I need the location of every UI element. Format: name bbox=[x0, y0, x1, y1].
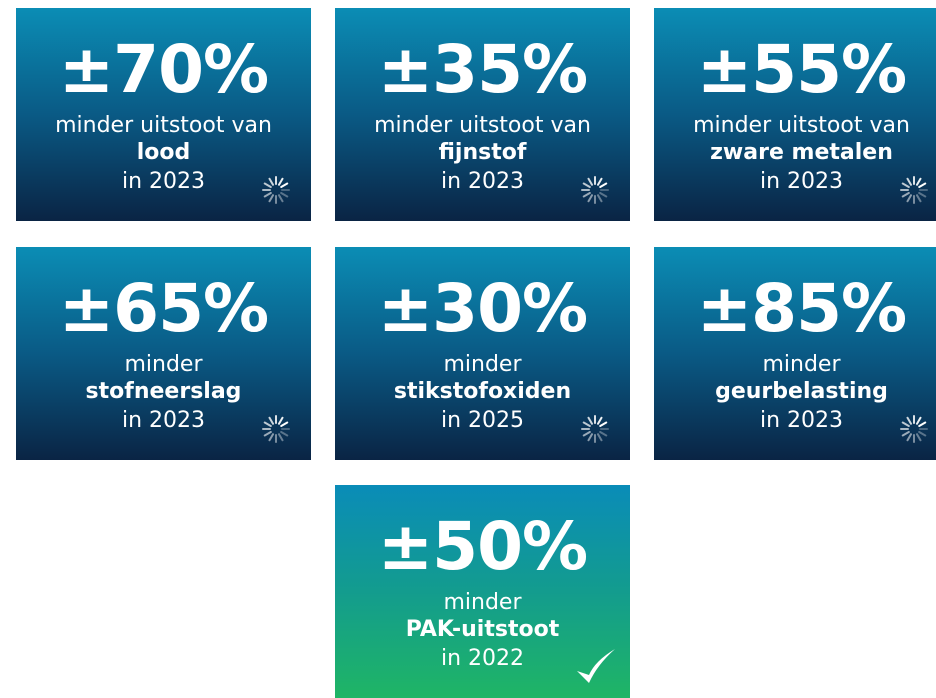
spinner-spoke bbox=[263, 182, 272, 188]
line: minder uitstoot van bbox=[693, 113, 910, 138]
spinner-spoke bbox=[268, 177, 274, 186]
spinner-spoke bbox=[263, 192, 272, 198]
check-icon bbox=[577, 649, 615, 683]
tile: ±50% minder PAK-uitstoot in 2022 bbox=[335, 485, 630, 698]
big-figure: ±35% bbox=[377, 31, 588, 108]
spinner-spoke bbox=[906, 177, 912, 186]
line: minder bbox=[443, 352, 522, 377]
subject: lood bbox=[136, 140, 191, 165]
spinner-icon bbox=[900, 176, 928, 204]
spinner-spoke bbox=[901, 431, 910, 437]
spinner-spoke bbox=[268, 433, 274, 442]
spinner-spoke bbox=[280, 421, 289, 427]
spinner-spoke bbox=[587, 194, 593, 203]
line: minder uitstoot van bbox=[55, 113, 272, 138]
subject: stofneerslag bbox=[85, 379, 242, 404]
spinner-spoke bbox=[918, 431, 927, 437]
spinner-spoke bbox=[587, 433, 593, 442]
spinner-spoke bbox=[268, 194, 274, 203]
spinner-spoke bbox=[901, 192, 910, 198]
spinner-spoke bbox=[263, 431, 272, 437]
line: minder bbox=[443, 590, 522, 615]
spinner-icon bbox=[581, 415, 609, 443]
spinner-spoke bbox=[263, 421, 272, 427]
big-figure: ±65% bbox=[58, 270, 269, 347]
spinner-spoke bbox=[587, 416, 593, 425]
spinner-spoke bbox=[599, 431, 608, 437]
spinner-spoke bbox=[582, 421, 591, 427]
big-figure: ±55% bbox=[696, 31, 907, 108]
spinner-spoke bbox=[916, 433, 922, 442]
spinner-spoke bbox=[906, 416, 912, 425]
spinner-spoke bbox=[906, 194, 912, 203]
spinner-spoke bbox=[906, 433, 912, 442]
spinner-spoke bbox=[280, 182, 289, 188]
subject: zware metalen bbox=[710, 140, 893, 165]
line: minder bbox=[124, 352, 203, 377]
spinner-spoke bbox=[597, 433, 603, 442]
spinner-spoke bbox=[916, 177, 922, 186]
spinner-spoke bbox=[599, 182, 608, 188]
subject: stikstofoxiden bbox=[393, 379, 572, 404]
spinner-spoke bbox=[268, 416, 274, 425]
spinner-spoke bbox=[278, 177, 284, 186]
tile: ±70% minder uitstoot van lood in 2023 bbox=[16, 8, 311, 221]
year: in 2022 bbox=[440, 646, 525, 671]
spinner-spoke bbox=[918, 182, 927, 188]
spinner-spoke bbox=[278, 433, 284, 442]
tile: ±55% minder uitstoot van zware metalen in 2… bbox=[654, 8, 936, 221]
tile: ±30% minder stikstofoxiden in 2025 bbox=[335, 247, 630, 460]
big-figure: ±70% bbox=[58, 31, 269, 108]
spinner-spoke bbox=[582, 431, 591, 437]
spinner-spoke bbox=[582, 192, 591, 198]
spinner-icon bbox=[581, 176, 609, 204]
subject: geurbelasting bbox=[715, 379, 888, 404]
tile: ±65% minder stofneerslag in 2023 bbox=[16, 247, 311, 460]
big-figure: ±50% bbox=[377, 508, 588, 585]
spinner-spoke bbox=[280, 431, 289, 437]
spinner-spoke bbox=[278, 416, 284, 425]
year: in 2023 bbox=[440, 169, 525, 194]
spinner-icon bbox=[262, 176, 290, 204]
spinner-spoke bbox=[901, 182, 910, 188]
spinner-spoke bbox=[901, 421, 910, 427]
year: in 2023 bbox=[759, 408, 844, 433]
spinner-spoke bbox=[278, 194, 284, 203]
year: in 2023 bbox=[121, 408, 206, 433]
spinner-spoke bbox=[280, 192, 289, 198]
year: in 2023 bbox=[759, 169, 844, 194]
line: minder uitstoot van bbox=[374, 113, 591, 138]
big-figure: ±30% bbox=[377, 270, 588, 347]
year: in 2023 bbox=[121, 169, 206, 194]
spinner-icon bbox=[900, 415, 928, 443]
line: minder bbox=[762, 352, 841, 377]
spinner-spoke bbox=[599, 192, 608, 198]
tile: ±85% minder geurbelasting in 2023 bbox=[654, 247, 936, 460]
subject: PAK-uitstoot bbox=[405, 617, 560, 642]
tile: ±35% minder uitstoot van fijnstof in 2023 bbox=[335, 8, 630, 221]
spinner-spoke bbox=[597, 416, 603, 425]
spinner-spoke bbox=[918, 192, 927, 198]
year: in 2025 bbox=[440, 408, 525, 433]
spinner-spoke bbox=[587, 177, 593, 186]
check bbox=[577, 649, 615, 683]
spinner-spoke bbox=[916, 416, 922, 425]
spinner-icon bbox=[262, 415, 290, 443]
spinner-spoke bbox=[918, 421, 927, 427]
big-figure: ±85% bbox=[696, 270, 907, 347]
subject: fijnstof bbox=[438, 140, 527, 165]
spinner-spoke bbox=[599, 421, 608, 427]
spinner-spoke bbox=[597, 194, 603, 203]
spinner-spoke bbox=[916, 194, 922, 203]
spinner-spoke bbox=[597, 177, 603, 186]
spinner-spoke bbox=[582, 182, 591, 188]
